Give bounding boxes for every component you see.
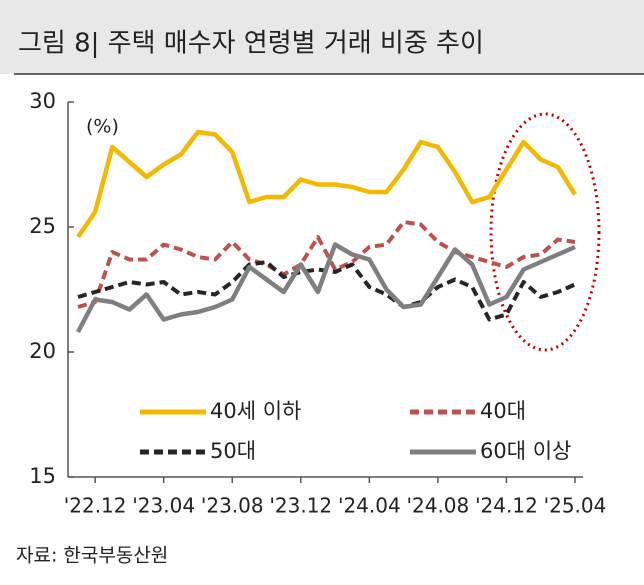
x-tick-label: '25.04 xyxy=(544,494,607,518)
chart-title: 그림 8| 주택 매수자 연령별 거래 비중 추이 xyxy=(18,29,484,59)
x-tick-label: '22.12 xyxy=(64,494,127,518)
x-tick-label: '23.08 xyxy=(201,494,264,518)
x-tick-label: '23.12 xyxy=(269,494,332,518)
unit-label: (%) xyxy=(86,116,119,138)
y-tick-label: 20 xyxy=(29,339,56,363)
legend-label: 50대 xyxy=(210,439,256,463)
y-tick-label: 15 xyxy=(29,464,56,488)
source: 자료: 한국부동산원 xyxy=(16,545,168,567)
y-tick-label: 25 xyxy=(29,214,56,238)
highlight-ellipse xyxy=(489,112,601,352)
x-tick-label: '24.04 xyxy=(338,494,401,518)
series-line xyxy=(76,129,577,239)
x-tick-label: '24.08 xyxy=(407,494,470,518)
x-tick-label: '23.04 xyxy=(132,494,195,518)
y-tick-label: 30 xyxy=(29,89,56,113)
legend-label: 40세 이하 xyxy=(210,399,301,423)
title-bar xyxy=(0,0,644,74)
legend-label: 60대 이상 xyxy=(480,439,571,463)
series-line xyxy=(77,220,576,309)
x-tick-label: '24.12 xyxy=(475,494,538,518)
series-line xyxy=(76,242,576,334)
legend-label: 40대 xyxy=(480,399,526,423)
